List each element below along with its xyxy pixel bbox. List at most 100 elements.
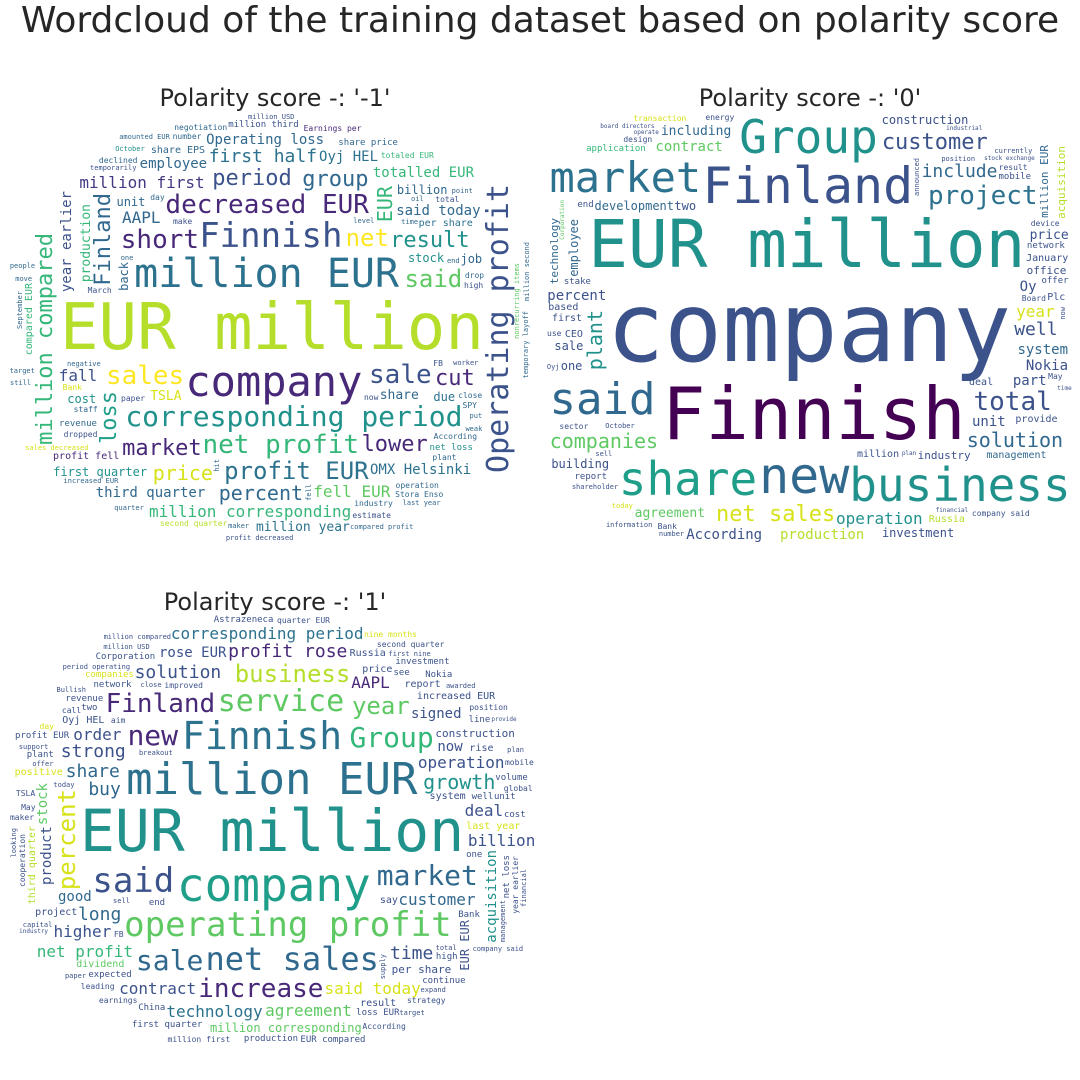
cloud-word: second quarter: [376, 639, 445, 649]
cloud-word: net loss: [429, 443, 473, 454]
cloud-word: Group: [349, 720, 434, 754]
cloud-word: production: [78, 204, 94, 283]
cloud-word: EUR compared: [300, 1035, 366, 1046]
cloud-word: business: [234, 660, 351, 689]
cloud-word: Bank: [657, 521, 677, 531]
cloud-word: construction: [435, 727, 515, 741]
cloud-word: supply: [378, 954, 387, 980]
cloud-word: first: [551, 313, 583, 325]
cloud-word: first quarter: [53, 464, 148, 479]
cloud-word: million first: [167, 1035, 231, 1045]
cloud-word: still: [10, 379, 32, 387]
cloud-word: temporary layoff: [522, 310, 531, 379]
cloud-word: total: [973, 386, 1052, 417]
cloud-word: maker: [9, 813, 35, 823]
cloud-word: period: [212, 165, 292, 191]
cloud-word: offer: [1041, 275, 1069, 286]
cloud-word: percent: [52, 789, 81, 891]
cloud-word: development: [594, 198, 674, 213]
cloud-word: people: [9, 261, 36, 270]
cloud-word: acquisition: [1055, 145, 1069, 219]
cloud-word: Russia: [928, 513, 965, 525]
cloud-word: cost: [67, 391, 97, 406]
cloud-word: Plc: [1047, 291, 1066, 303]
cloud-word: include: [921, 160, 998, 182]
cloud-word: Nokia: [425, 670, 453, 681]
cloud-word: Group: [739, 112, 878, 164]
cloud-word: back: [116, 262, 131, 291]
cloud-word: decreased EUR: [165, 189, 369, 220]
cloud-word: looking: [10, 828, 19, 858]
cloud-word: agreement: [265, 1001, 352, 1021]
cloud-word: financial: [519, 869, 528, 908]
cloud-word: first half: [208, 146, 318, 168]
cloud-word: OMX Helsinki: [370, 461, 472, 478]
cloud-word: million USD: [248, 112, 295, 121]
cloud-word: Oyj HEL: [319, 149, 379, 166]
cloud-word: Finnish: [199, 216, 343, 257]
cloud-word: rose EUR: [159, 644, 227, 661]
main-title: Wordcloud of the training dataset based …: [20, 0, 1060, 41]
cloud-word: drop: [464, 270, 485, 280]
cloud-word: Finland: [105, 688, 216, 719]
cloud-word: shareholder: [571, 482, 619, 491]
cloud-word: end: [577, 200, 594, 211]
cloud-word: buy: [88, 779, 121, 801]
cloud-word: fell: [305, 484, 314, 501]
cloud-word: awarded: [445, 681, 476, 690]
cloud-word: corresponding period: [170, 624, 364, 644]
panel-title-negative: Polarity score -: '-1': [159, 84, 391, 112]
cloud-word: end: [148, 897, 166, 908]
cloud-word: currently: [994, 147, 1033, 156]
cloud-word: Operating loss: [206, 132, 325, 149]
cloud-word: sale: [135, 943, 204, 977]
cloud-word: million USD: [103, 643, 150, 652]
cloud-word: year earlier: [59, 191, 76, 293]
cloud-word: profit decreased: [225, 533, 294, 542]
cloud-word: company said: [472, 944, 524, 953]
cloud-word: companies: [549, 428, 659, 453]
cloud-word: compared EUR: [23, 283, 35, 356]
cloud-word: quarter: [114, 503, 144, 512]
cloud-word: China: [138, 1002, 166, 1013]
cloud-word: application: [586, 144, 646, 155]
cloud-word: industry: [917, 449, 971, 463]
cloud-word: share: [379, 388, 419, 404]
cloud-word: unit: [493, 792, 516, 803]
cloud-word: time: [389, 943, 434, 965]
cloud-word: net: [345, 223, 389, 252]
cloud-word: unit: [116, 194, 146, 209]
cloud-word: Corporation: [559, 199, 567, 240]
cloud-word: operation: [395, 481, 439, 490]
cloud-word: employee: [139, 156, 208, 173]
cloud-word: mobile: [998, 171, 1032, 182]
cloud-word: net sales: [716, 502, 836, 528]
cloud-word: device: [1030, 219, 1060, 229]
cloud-word: use: [547, 329, 562, 339]
cloud-word: October: [605, 421, 635, 430]
cloud-word: transaction: [633, 114, 687, 124]
cloud-word: plant: [583, 310, 608, 371]
cloud-word: line: [468, 714, 491, 725]
cloud-word: staff: [73, 404, 98, 414]
cloud-word: operation: [417, 753, 505, 773]
cloud-word: agreement: [634, 506, 706, 522]
cloud-word: million first: [79, 173, 205, 193]
cloud-word: TSLA: [150, 389, 182, 405]
cloud-word: EUR million: [60, 291, 484, 365]
cloud-word: amounted EUR: [119, 132, 170, 141]
cloud-word: million EUR: [126, 753, 418, 805]
cloud-word: Bank: [62, 383, 82, 393]
cloud-word: rise: [469, 743, 494, 755]
cloud-word: plan: [507, 746, 524, 755]
cloud-word: Finnish: [181, 714, 343, 759]
cloud-word: totaled EUR: [380, 151, 434, 161]
cloud-word: paper: [64, 971, 87, 980]
cloud-word: report: [574, 472, 608, 483]
cloud-word: sector: [559, 421, 589, 431]
cloud-word: acquisition: [484, 850, 501, 943]
cloud-word: EUR EUR: [457, 920, 472, 971]
cloud-word: put: [469, 412, 483, 421]
cloud-word: employee: [567, 219, 582, 277]
cloud-word: investment: [881, 525, 955, 540]
